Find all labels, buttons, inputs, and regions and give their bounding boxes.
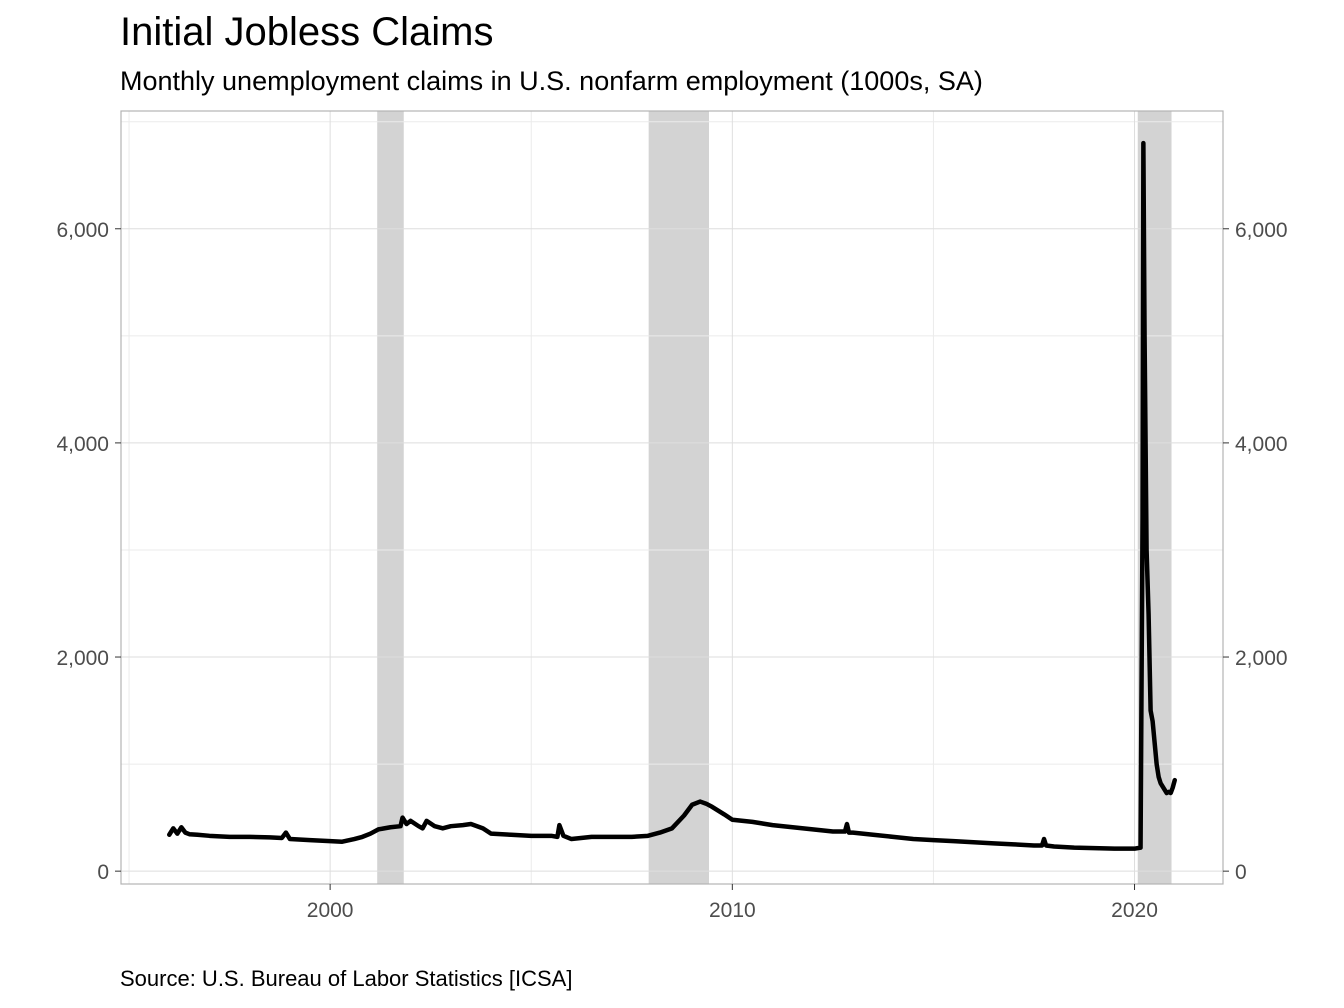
chart-title: Initial Jobless Claims bbox=[120, 10, 494, 54]
y-tick-label-right-1: 0 bbox=[1235, 861, 1247, 884]
y-tick-label-right-4: 6,000 bbox=[1235, 219, 1288, 242]
y-tick-label-left-1: 0 bbox=[97, 861, 109, 884]
plot-panel-border bbox=[120, 110, 1224, 885]
x-tick-label-1: 2000 bbox=[307, 899, 354, 922]
y-tick-label-right-2: 2,000 bbox=[1235, 647, 1288, 670]
recession-band-2 bbox=[648, 111, 710, 884]
y-tick-label-left-4: 6,000 bbox=[56, 219, 109, 242]
y-tick-label-left-3: 4,000 bbox=[56, 433, 109, 456]
chart-subtitle: Monthly unemployment claims in U.S. nonf… bbox=[120, 66, 983, 96]
series-line-1 bbox=[167, 140, 1177, 851]
y-tick-label-right-3: 4,000 bbox=[1235, 433, 1288, 456]
x-tick-label-3: 2020 bbox=[1111, 899, 1158, 922]
chart-plot: 2000 2010 2020 0 0 2,000 2,000 4,000 4,000 6,000 6… bbox=[56, 110, 1288, 922]
recession-band-1 bbox=[377, 111, 404, 884]
x-tick-label-2: 2010 bbox=[709, 899, 756, 922]
y-tick-label-left-2: 2,000 bbox=[56, 647, 109, 670]
chart-caption: Source: U.S. Bureau of Labor Statistics … bbox=[120, 966, 573, 991]
